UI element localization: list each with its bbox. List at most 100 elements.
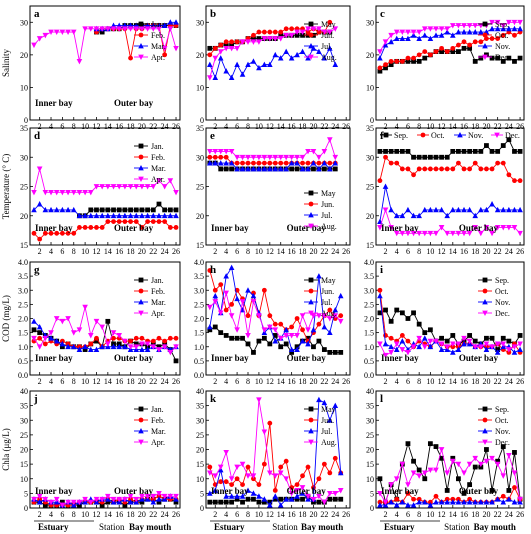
data-point: [133, 496, 140, 503]
data-point: [332, 313, 339, 319]
data-point: [427, 206, 434, 213]
x-tick-label: 18: [299, 122, 307, 131]
x-tick-label: 16: [460, 377, 468, 386]
data-point: [212, 149, 219, 155]
data-point: [294, 496, 300, 502]
x-tick-label: 2: [38, 377, 42, 386]
data-point: [311, 485, 316, 490]
data-point: [267, 61, 273, 68]
data-point: [99, 324, 105, 330]
y-tick-label: 15: [366, 241, 374, 250]
data-point: [394, 160, 400, 166]
legend-marker: [494, 132, 500, 138]
data-point: [110, 496, 117, 503]
data-point: [433, 154, 439, 160]
legend-label: Aug.: [321, 53, 337, 62]
data-point: [433, 444, 439, 449]
x-tick-label: 18: [471, 510, 479, 519]
data-point: [105, 212, 111, 219]
data-point: [87, 499, 94, 506]
data-point: [478, 461, 484, 468]
data-point: [500, 499, 507, 505]
legend-label: May: [321, 276, 336, 285]
x-tick-label: 14: [449, 247, 457, 256]
data-point: [421, 499, 428, 505]
data-point: [105, 318, 111, 324]
data-point: [173, 499, 179, 505]
legend-label: Jun.: [321, 287, 334, 296]
x-tick-label: 18: [299, 247, 307, 256]
data-point: [472, 455, 479, 462]
data-point: [239, 461, 246, 468]
data-point: [327, 470, 333, 476]
data-point: [512, 450, 517, 455]
data-point: [207, 52, 213, 58]
data-point: [94, 338, 99, 344]
data-point: [500, 58, 506, 64]
data-point: [455, 341, 462, 347]
data-point: [405, 166, 411, 172]
y-tick-label: 30: [20, 18, 28, 27]
x-tick-label: 8: [246, 377, 250, 386]
data-point: [388, 350, 394, 356]
region-label-inner: Inner bay: [381, 353, 419, 363]
legend-label: Jul.: [321, 298, 332, 307]
data-point: [495, 149, 501, 154]
data-point: [438, 499, 445, 505]
x-tick-label: 24: [505, 247, 513, 256]
x-tick-label: 8: [246, 510, 250, 519]
x-tick-label: 22: [149, 247, 157, 256]
legend-marker: [308, 439, 314, 445]
x-tick-label: 12: [266, 377, 274, 386]
data-point: [433, 230, 439, 237]
data-point: [506, 338, 512, 344]
data-point: [500, 335, 506, 341]
data-point: [207, 160, 213, 166]
data-point: [212, 299, 219, 305]
data-point: [506, 225, 512, 231]
data-point: [261, 429, 268, 435]
data-point: [399, 29, 406, 36]
data-point: [321, 399, 328, 406]
x-tick-label: 22: [494, 510, 502, 519]
data-point: [223, 333, 229, 338]
data-point: [337, 488, 344, 494]
y-tick-label: 25: [366, 431, 374, 440]
data-point: [36, 323, 43, 330]
data-point: [261, 496, 268, 502]
plot-frame: [29, 5, 181, 121]
data-point: [150, 338, 156, 344]
data-point: [278, 29, 284, 35]
data-point: [223, 290, 229, 297]
x-tick-label: 4: [395, 377, 399, 386]
data-point: [393, 29, 400, 36]
data-point: [288, 496, 295, 502]
x-tick-label: 22: [320, 122, 328, 131]
legend-label: Mar.: [151, 42, 166, 51]
data-point: [240, 499, 245, 505]
data-point: [461, 230, 467, 237]
data-point: [438, 346, 445, 352]
data-point: [421, 344, 428, 350]
y-tick-label: 4.0: [194, 258, 204, 267]
data-point: [321, 347, 327, 352]
data-point: [207, 323, 213, 330]
data-point: [42, 206, 49, 213]
data-point: [517, 206, 523, 213]
data-point: [105, 499, 111, 505]
data-point: [272, 29, 278, 35]
data-point: [105, 207, 111, 213]
data-point: [383, 62, 388, 68]
data-point: [321, 160, 328, 166]
data-point: [299, 490, 306, 496]
data-point: [327, 160, 333, 166]
data-point: [272, 473, 279, 479]
data-point: [48, 330, 54, 336]
data-point: [305, 26, 311, 32]
region-label-outer: Outer bay: [287, 486, 327, 496]
data-point: [239, 39, 246, 45]
panel-letter: i: [380, 264, 383, 276]
data-point: [338, 496, 344, 502]
legend-marker: [482, 439, 488, 445]
x-tick-label: 4: [395, 510, 399, 519]
